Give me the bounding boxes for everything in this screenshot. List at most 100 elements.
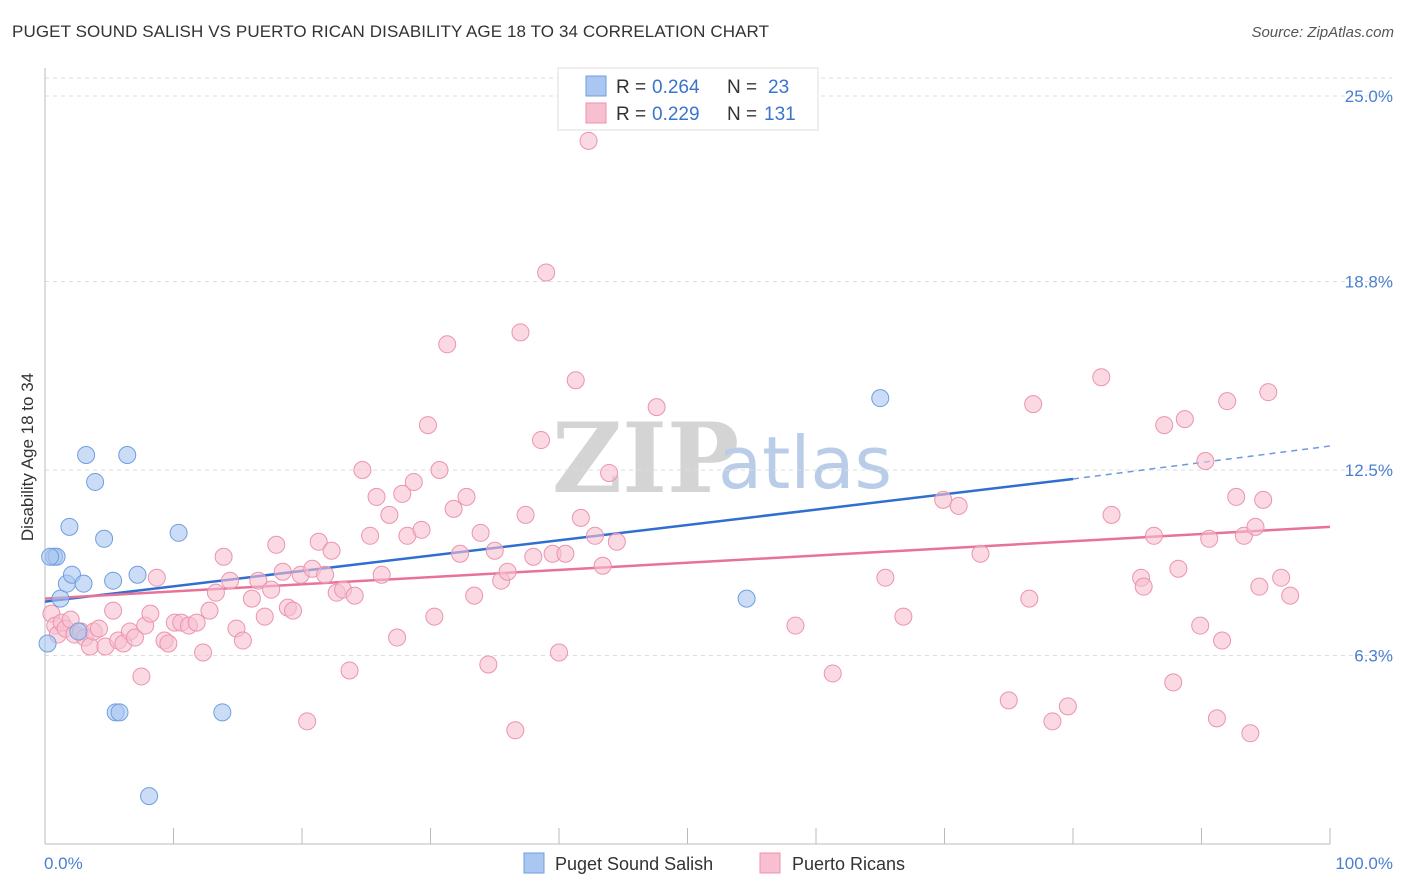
puerto-rican-point xyxy=(485,541,504,560)
bottom-legend: Puget Sound Salish Puerto Ricans xyxy=(523,852,905,874)
legend-salish-n-value: 23 xyxy=(768,77,789,98)
puerto-rican-point xyxy=(125,628,144,647)
puerto-rican-point xyxy=(566,371,585,390)
puerto-rican-point xyxy=(1250,577,1269,596)
puerto-rican-point xyxy=(511,323,530,342)
puerto-rican-point xyxy=(233,631,252,650)
puerto-rican-point xyxy=(1227,487,1246,506)
puerto-rican-point xyxy=(1259,383,1278,402)
legend-salish-n-label: N = xyxy=(727,77,757,98)
axes xyxy=(44,68,1331,845)
puerto-rican-point xyxy=(438,335,457,354)
puerto-rican-point xyxy=(1092,368,1111,387)
puerto-rican-point xyxy=(159,634,178,653)
legend: R = 0.264 N = 23 R = 0.229 N = 131 xyxy=(557,67,819,131)
salish-point xyxy=(69,622,88,641)
puerto-rican-point xyxy=(1043,712,1062,731)
puerto-rican-point xyxy=(353,460,372,479)
puerto-rican-point xyxy=(262,580,281,599)
puerto-rican-point xyxy=(532,431,551,450)
puerto-rican-point xyxy=(607,532,626,551)
watermark-atlas: atlas xyxy=(718,421,892,505)
puerto-rican-point xyxy=(316,565,335,584)
puerto-rican-point xyxy=(1169,559,1188,578)
puerto-rican-point xyxy=(147,568,166,587)
puerto-rican-point xyxy=(593,556,612,575)
puerto-rican-point xyxy=(1254,490,1273,509)
puerto-rican-point xyxy=(823,664,842,683)
legend-swatch-salish xyxy=(585,75,607,97)
x-tick-label-start: 0.0% xyxy=(44,854,83,873)
salish-point xyxy=(41,547,60,566)
salish-point xyxy=(51,589,70,608)
puerto-rican-point xyxy=(1196,452,1215,470)
puerto-rican-point xyxy=(516,505,535,524)
source-label: Source: ZipAtlas.com xyxy=(1251,24,1394,41)
legend-swatch-puerto-rican xyxy=(585,102,607,124)
puerto-rican-point xyxy=(524,547,543,566)
puerto-rican-point xyxy=(876,568,895,587)
grid-lines xyxy=(45,77,1392,656)
puerto-rican-point xyxy=(380,505,399,524)
puerto-rican-point xyxy=(894,607,913,626)
puerto-rican-point xyxy=(600,463,619,482)
puerto-rican-point xyxy=(506,721,525,740)
puerto-rican-point xyxy=(340,661,359,680)
salish-trend-line xyxy=(44,477,1074,603)
data-points xyxy=(38,131,1300,806)
puerto-rican-point xyxy=(1134,577,1153,596)
legend-salish-r-label: R = xyxy=(616,77,646,98)
puerto-rican-point xyxy=(367,487,386,506)
salish-point xyxy=(74,574,93,593)
puerto-rican-point xyxy=(1144,526,1163,545)
puerto-rican-point xyxy=(200,601,219,620)
tick-labels: 6.3% 12.5% 18.8% 25.0% 0.0% 100.0% xyxy=(44,87,1393,873)
puerto-rican-point xyxy=(298,712,317,731)
y-axis-title: Disability Age 18 to 34 xyxy=(18,373,37,541)
salish-point xyxy=(128,565,147,584)
puerto-rican-point xyxy=(206,583,225,602)
puerto-rican-point xyxy=(141,604,160,623)
puerto-rican-point xyxy=(471,523,490,542)
salish-point xyxy=(104,571,123,590)
puerto-rican-point xyxy=(242,589,261,608)
bottom-legend-swatch-salish xyxy=(523,852,545,874)
puerto-rican-point xyxy=(187,613,206,632)
puerto-rican-point xyxy=(1191,616,1210,635)
puerto-rican-point xyxy=(1241,724,1260,743)
puerto-rican-point xyxy=(537,263,556,282)
puerto-rican-point xyxy=(550,643,568,662)
legend-salish-r-value: 0.264 xyxy=(652,77,700,98)
salish-point xyxy=(169,523,188,542)
puerto-rican-point xyxy=(457,487,476,506)
bottom-legend-salish: Puget Sound Salish xyxy=(555,854,713,874)
legend-pr-r-label: R = xyxy=(616,104,646,125)
salish-point xyxy=(38,634,57,653)
puerto-rican-point xyxy=(1175,410,1194,429)
puerto-rican-point xyxy=(80,637,99,656)
puerto-rican-point xyxy=(585,526,604,545)
puerto-rican-point xyxy=(999,691,1018,710)
puerto-rican-point xyxy=(1102,505,1121,524)
salish-point xyxy=(871,389,890,408)
puerto-rican-point xyxy=(412,520,431,539)
salish-point xyxy=(110,703,129,722)
puerto-rican-point xyxy=(451,544,470,563)
puerto-rican-point xyxy=(345,586,364,605)
y-tick-label: 25.0% xyxy=(1345,87,1393,106)
y-tick-label: 6.3% xyxy=(1354,646,1393,665)
puerto-rican-point xyxy=(498,562,517,581)
puerto-rican-point xyxy=(221,571,240,590)
puerto-rican-point xyxy=(372,565,391,584)
puerto-rican-point xyxy=(1058,697,1077,716)
salish-point xyxy=(60,517,79,536)
legend-pr-r-value: 0.229 xyxy=(652,104,700,125)
puerto-rican-point xyxy=(1246,517,1265,536)
puerto-rican-point xyxy=(1200,529,1219,548)
puerto-rican-point xyxy=(214,547,233,566)
puerto-rican-point xyxy=(647,398,666,417)
puerto-rican-point xyxy=(1218,392,1237,411)
salish-point xyxy=(213,703,232,722)
puerto-rican-point xyxy=(479,655,498,674)
